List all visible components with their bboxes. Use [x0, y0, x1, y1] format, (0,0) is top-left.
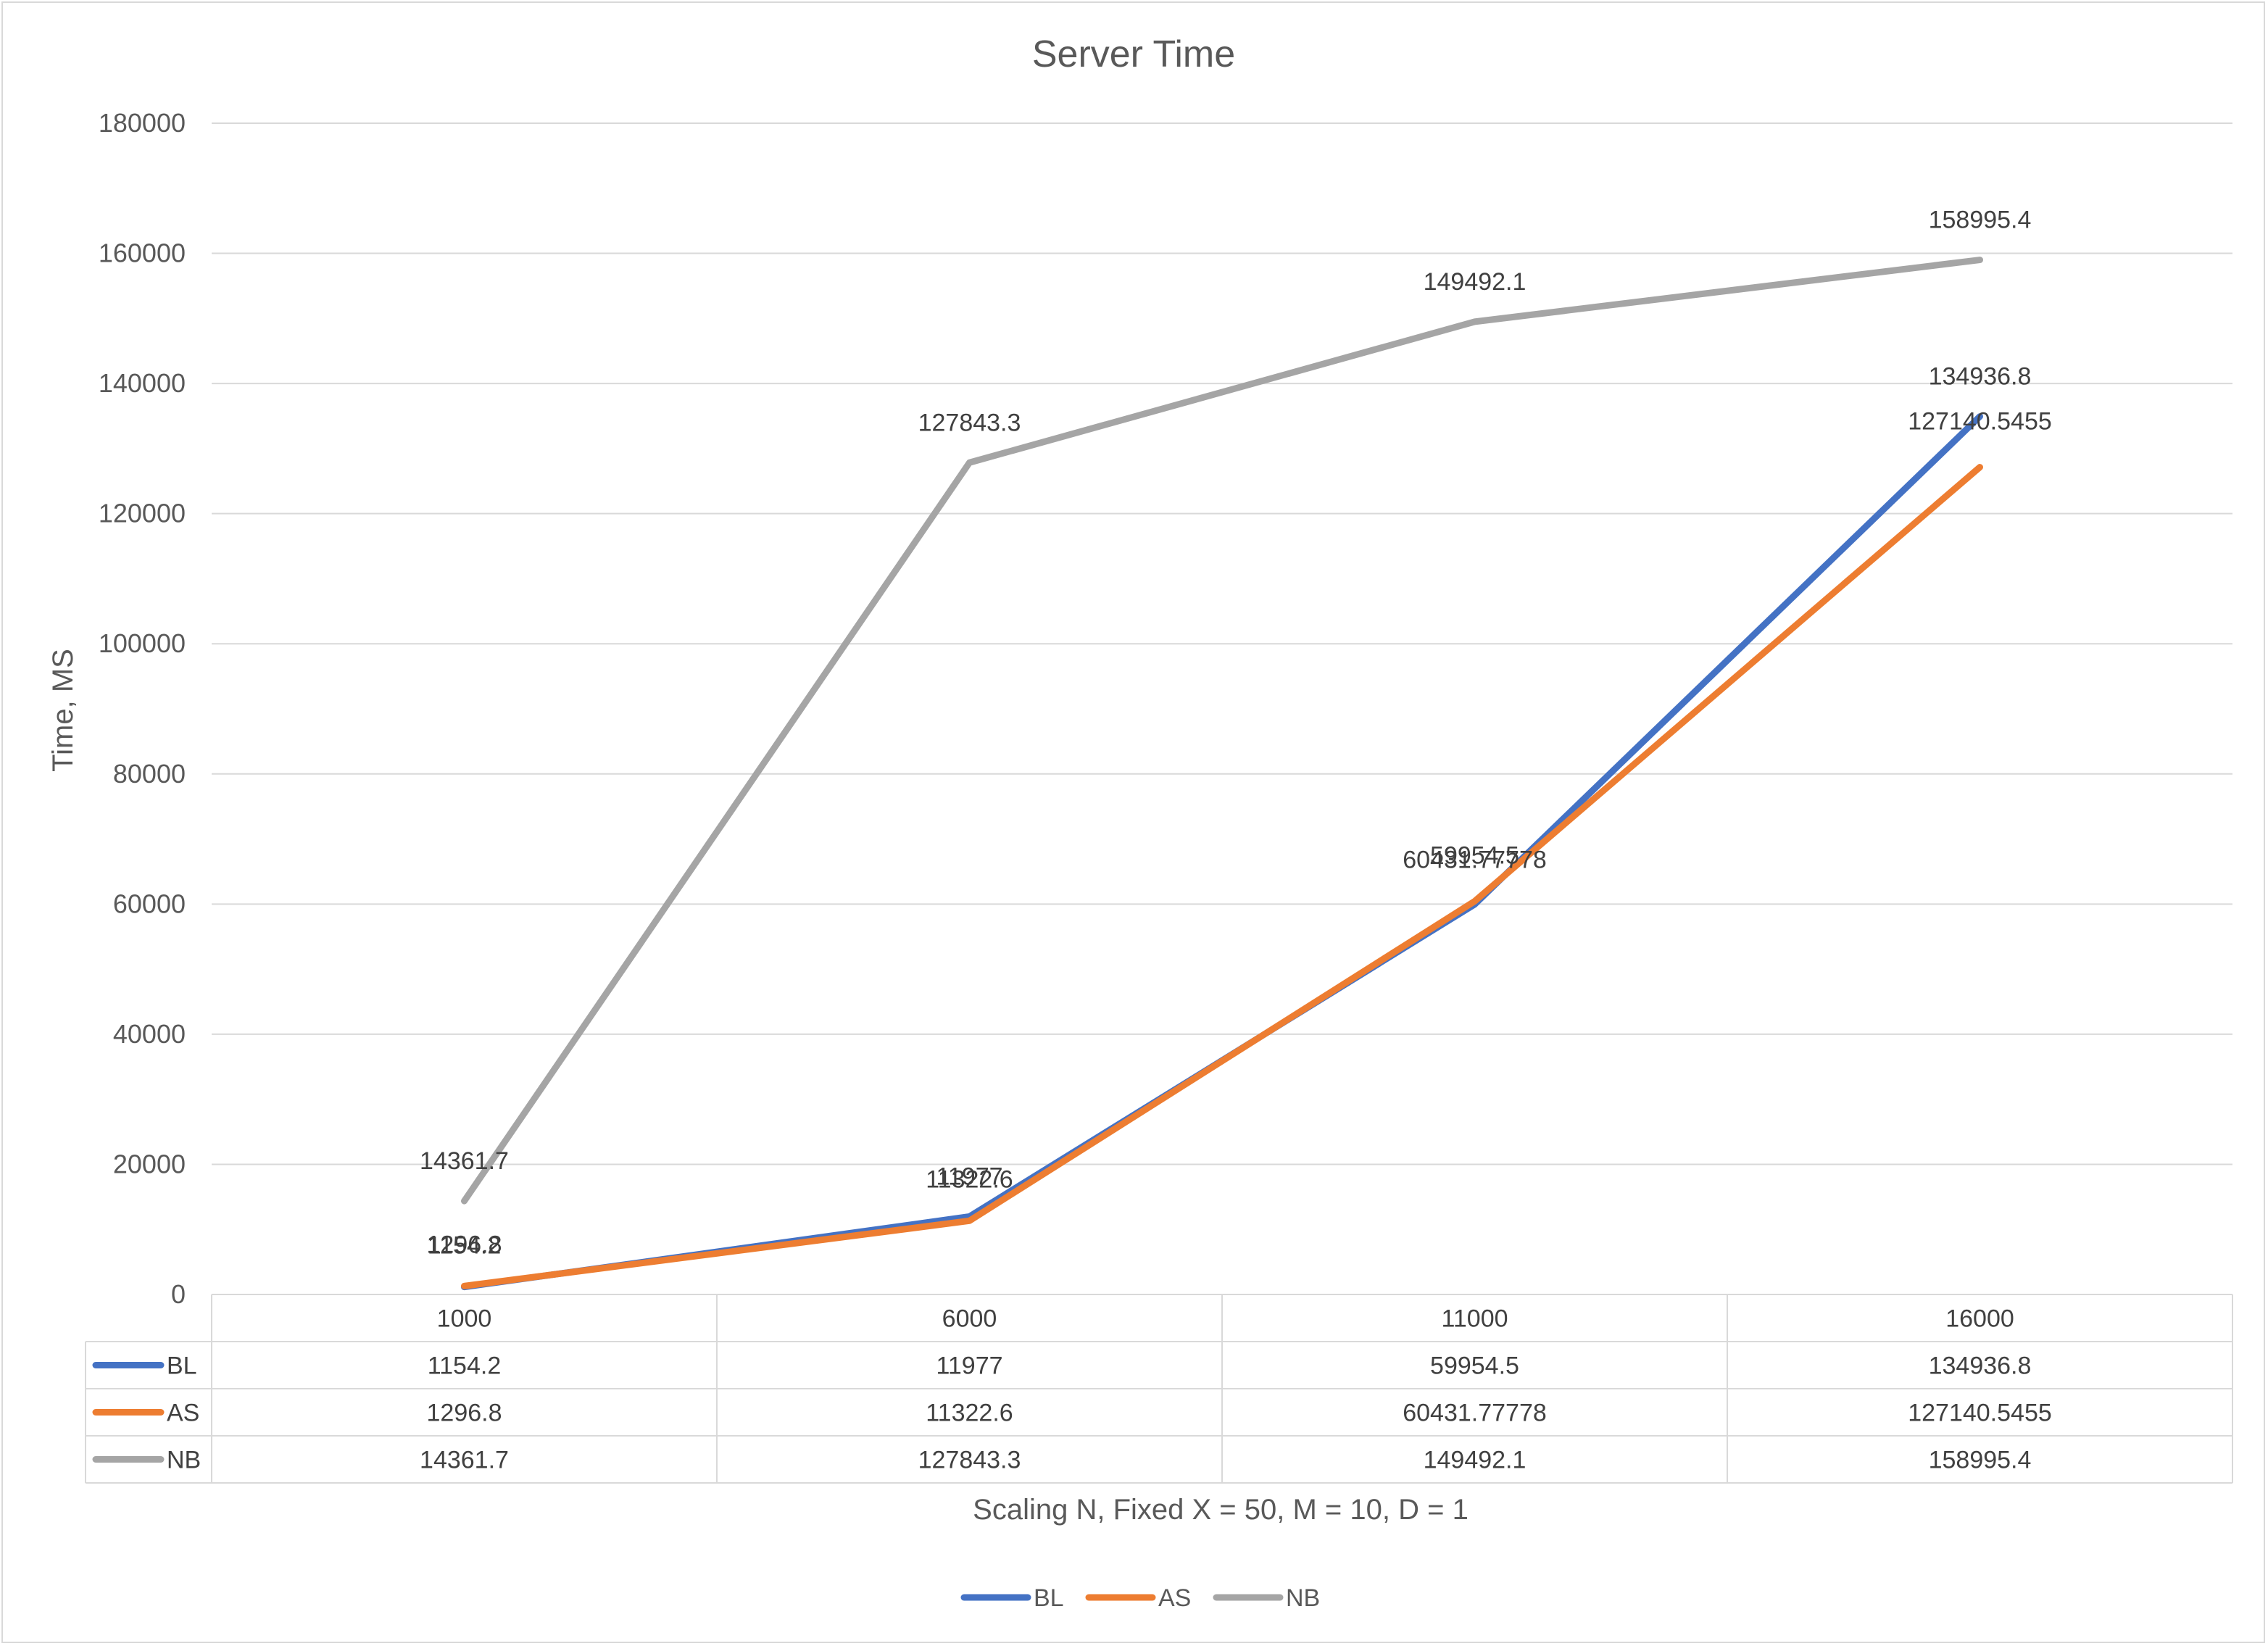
- series-line-as: [461, 464, 1983, 1289]
- table-cell-nb: 14361.7: [420, 1447, 509, 1474]
- table-cell-as: 11322.6: [926, 1400, 1013, 1427]
- data-label-as: 60431.77778: [1403, 846, 1547, 873]
- table-cell-bl: 59954.5: [1430, 1352, 1519, 1380]
- y-tick-label: 60000: [113, 889, 186, 918]
- y-tick-label: 160000: [99, 238, 186, 268]
- y-tick-label: 80000: [113, 759, 186, 789]
- table-cell-bl: 134936.8: [1929, 1352, 2032, 1380]
- y-tick-label: 180000: [99, 108, 186, 138]
- legend-label: BL: [1034, 1584, 1064, 1612]
- table-cell-nb: 158995.4: [1929, 1447, 2032, 1474]
- chart-title: Server Time: [1032, 33, 1235, 75]
- x-tick-label: 6000: [942, 1305, 997, 1333]
- data-label-nb: 14361.7: [420, 1147, 509, 1175]
- x-tick-label: 1000: [437, 1305, 492, 1333]
- data-label-as: 127140.5455: [1908, 408, 2052, 436]
- series-lines: [461, 257, 1983, 1291]
- y-axis-ticks: 0 20000 40000 60000 80000 100000 120000 140000 1…: [99, 108, 186, 1309]
- table-cell-bl: 1154.2: [428, 1352, 501, 1380]
- data-table: 1000 6000 11000 16000 BL 1154.2 11977 59954.5 13…: [85, 1294, 2233, 1484]
- table-series-name: NB: [167, 1447, 201, 1474]
- series-line-bl: [461, 413, 1983, 1291]
- y-tick-label: 140000: [99, 368, 186, 398]
- table-cell-as: 60431.77778: [1403, 1400, 1547, 1427]
- gridlines: [212, 122, 2232, 1165]
- data-label-bl: 134936.8: [1929, 363, 2032, 391]
- table-cell-as: 1296.8: [427, 1400, 502, 1427]
- legend: BL AS NB: [960, 1584, 1320, 1612]
- data-label-bl: 11977: [936, 1163, 1002, 1190]
- legend-label: AS: [1158, 1584, 1191, 1612]
- x-tick-label: 11000: [1441, 1305, 1508, 1333]
- table-cell-bl: 11977: [936, 1352, 1002, 1380]
- data-label-nb: 127843.3: [918, 409, 1021, 436]
- x-tick-label: 16000: [1945, 1305, 2014, 1333]
- y-tick-label: 0: [171, 1279, 186, 1309]
- data-label-bl: 59954.5: [1430, 842, 1519, 870]
- data-label-as: 1296.8: [427, 1231, 502, 1258]
- x-axis-label: Scaling N, Fixed X = 50, M = 10, D = 1: [973, 1494, 1469, 1526]
- table-cell-nb: 127843.3: [918, 1447, 1021, 1474]
- table-series-name: BL: [167, 1352, 197, 1380]
- table-cell-as: 127140.5455: [1908, 1400, 2052, 1427]
- legend-label: NB: [1286, 1584, 1320, 1612]
- y-tick-label: 20000: [113, 1149, 186, 1179]
- table-series-name: AS: [167, 1400, 199, 1427]
- series-line-nb: [461, 257, 1983, 1205]
- data-label-nb: 149492.1: [1424, 268, 1526, 296]
- y-tick-label: 100000: [99, 628, 186, 658]
- data-label-as: 11322.6: [926, 1165, 1013, 1193]
- data-label-bl: 1154.2: [428, 1232, 501, 1260]
- y-tick-label: 120000: [99, 499, 186, 528]
- table-cell-nb: 149492.1: [1424, 1447, 1526, 1474]
- y-tick-label: 40000: [113, 1019, 186, 1049]
- data-labels: 1154.2 11977 59954.5 134936.8 1296.8 11322.6 6…: [420, 207, 2052, 1260]
- data-label-nb: 158995.4: [1929, 207, 2032, 234]
- y-axis-label: Time, MS: [47, 649, 79, 772]
